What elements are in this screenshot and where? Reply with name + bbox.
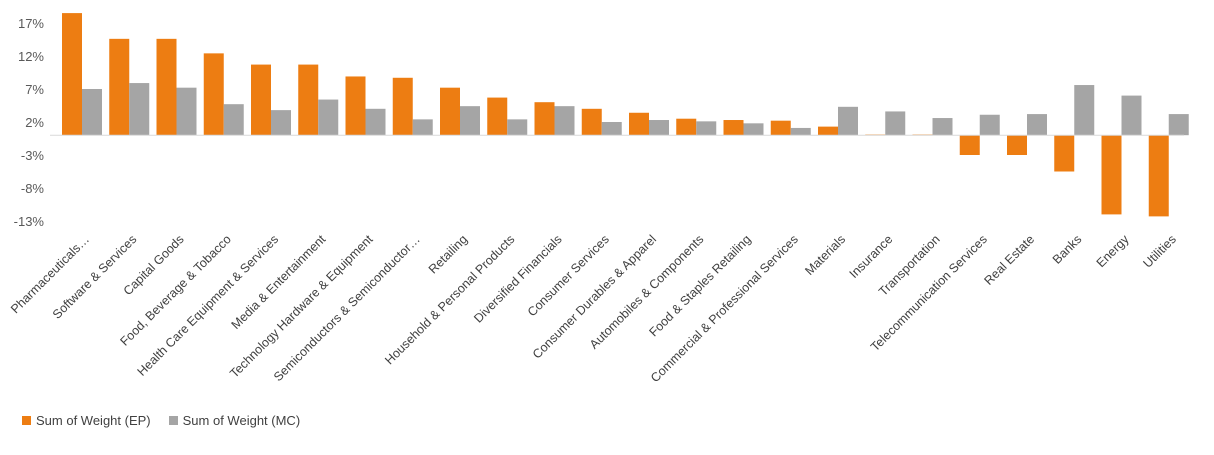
bar-mc — [129, 83, 150, 136]
y-tick-label: -3% — [21, 148, 45, 163]
bar-ep — [440, 87, 460, 136]
category-label: Software & Services — [50, 232, 139, 321]
bar-mc — [271, 110, 291, 136]
bar-ep — [298, 64, 319, 136]
bar-ep — [1148, 135, 1169, 217]
bar-ep — [487, 97, 508, 136]
legend-item-ep: Sum of Weight (EP) — [22, 413, 151, 428]
bar-mc — [979, 114, 1000, 136]
bar-ep — [345, 76, 366, 136]
category-label: Real Estate — [982, 232, 1038, 288]
y-tick-label: 17% — [18, 16, 44, 31]
bar-mc — [1121, 95, 1142, 136]
category-label: Pharmaceuticals… — [8, 232, 92, 316]
bar-ep — [959, 135, 980, 155]
category-label: Banks — [1050, 232, 1084, 266]
bar-mc — [412, 119, 433, 136]
bar-mc — [1074, 85, 1095, 136]
bar-ep — [534, 102, 555, 136]
bar-ep — [251, 64, 271, 136]
legend-label-mc: Sum of Weight (MC) — [182, 413, 301, 428]
y-tick-label: 12% — [18, 49, 44, 64]
bar-mc — [743, 123, 764, 136]
bar-mc — [838, 106, 858, 136]
bar-mc — [554, 106, 575, 136]
bar-ep — [1007, 135, 1027, 155]
bar-ep — [392, 77, 413, 136]
category-label: Consumer Services — [525, 232, 612, 319]
category-label: Retailing — [426, 232, 470, 276]
y-tick-label: -13% — [14, 214, 45, 229]
bar-mc — [696, 121, 717, 136]
y-tick-label: -8% — [21, 181, 45, 196]
y-tick-label: 2% — [25, 115, 44, 130]
bar-ep — [156, 38, 177, 136]
legend-item-mc: Sum of Weight (MC) — [168, 413, 301, 428]
bar-ep — [723, 120, 744, 136]
bars — [62, 13, 1189, 217]
bar-mc — [460, 106, 480, 136]
category-label: Diversified Financials — [471, 232, 564, 325]
bar-ep — [581, 108, 602, 136]
bar-mc — [318, 99, 339, 136]
legend-swatch-ep — [22, 416, 31, 425]
bar-mc — [82, 89, 102, 136]
y-tick-label: 7% — [25, 82, 44, 97]
category-label: Energy — [1094, 232, 1132, 270]
bar-mc — [649, 120, 669, 136]
bar-mc — [601, 122, 622, 136]
category-labels: Pharmaceuticals…Software & ServicesCapit… — [8, 232, 1179, 385]
category-label: Insurance — [847, 232, 896, 281]
bar-ep — [1054, 135, 1075, 172]
bar-mc — [223, 104, 244, 136]
legend-swatch-mc — [168, 416, 178, 425]
category-label: Materials — [802, 232, 848, 278]
bar-ep — [62, 13, 82, 136]
bar-mc — [365, 108, 386, 136]
bar-ep — [629, 112, 649, 136]
bar-ep — [203, 53, 224, 136]
bar-ep — [1101, 135, 1122, 215]
category-label: Media & Entertainment — [229, 232, 329, 332]
bar-mc — [932, 118, 953, 136]
legend-label-ep: Sum of Weight (EP) — [36, 413, 151, 428]
bar-mc — [885, 111, 906, 136]
bar-ep — [770, 120, 791, 136]
bar-mc — [1027, 114, 1047, 136]
bar-ep — [818, 126, 838, 136]
bar-mc — [176, 87, 197, 136]
y-axis-ticks: 17% 12% 7% 2% -3% -8% -13% — [14, 16, 45, 229]
bar-mc — [507, 119, 528, 136]
bar-mc — [1168, 114, 1189, 136]
bar-ep — [109, 38, 130, 136]
legend: Sum of Weight (EP) Sum of Weight (MC) — [22, 413, 318, 428]
bar-ep — [676, 118, 697, 136]
bar-mc — [790, 127, 811, 136]
category-label: Utilities — [1140, 232, 1178, 270]
bar-chart: 17% 12% 7% 2% -3% -8% -13% Pharmaceuticals…Sof… — [8, 13, 1189, 385]
